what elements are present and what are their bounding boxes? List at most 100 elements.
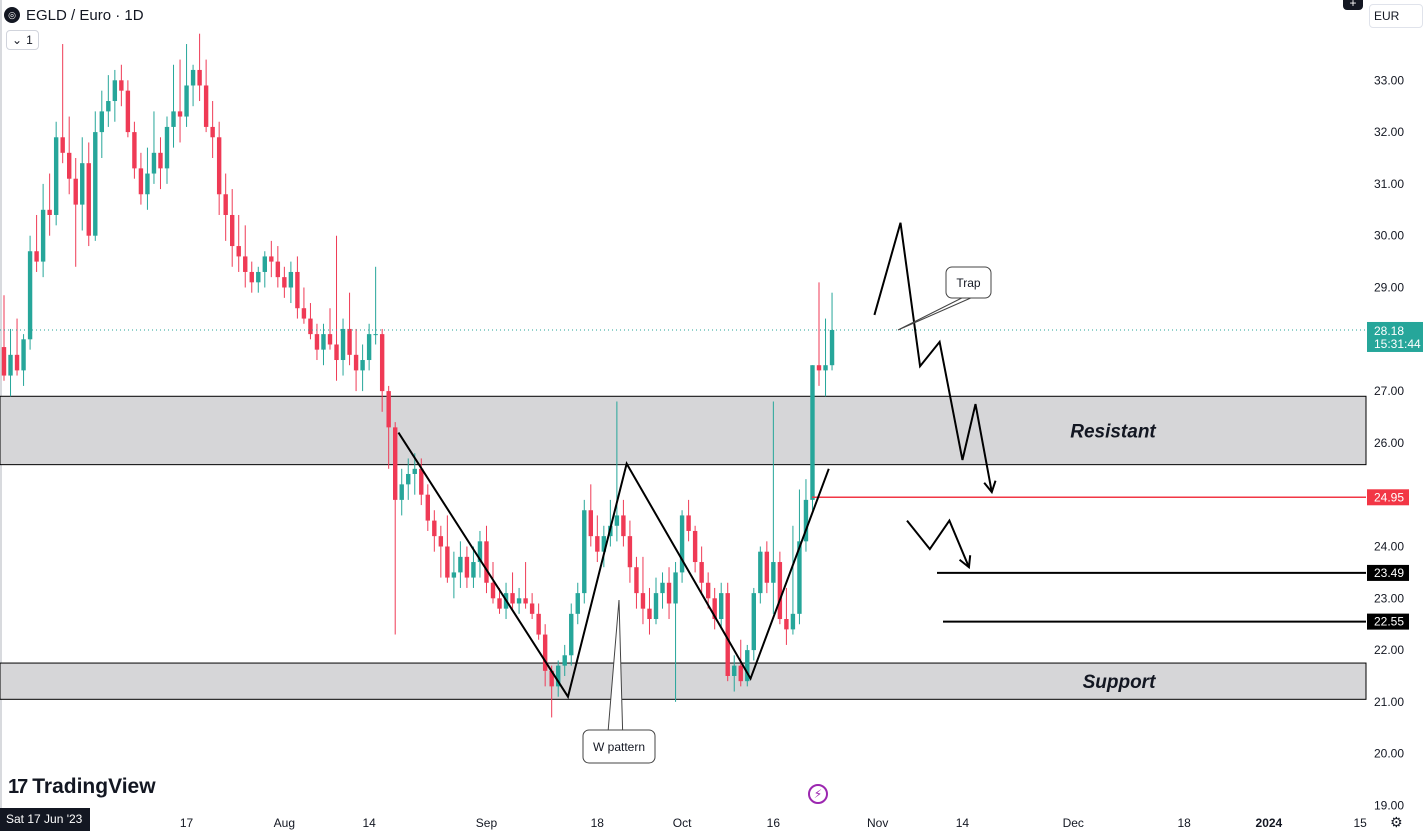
candle-body: [777, 562, 783, 620]
w-pattern-callout-box: [582, 729, 656, 764]
price-tick-label: 31.00: [1374, 177, 1404, 191]
candle-body: [425, 494, 430, 521]
candle-body: [471, 562, 476, 578]
candle-body: [803, 499, 809, 542]
candle-body: [393, 427, 398, 500]
candle-body: [797, 541, 802, 614]
candle-body: [40, 209, 46, 262]
candle-body: [99, 111, 104, 133]
w-pattern-callout-text: W pattern: [593, 740, 645, 754]
candle-body: [27, 251, 33, 340]
candle-body: [158, 152, 163, 169]
candle-body: [386, 391, 391, 428]
candle-body: [347, 328, 352, 355]
time-tick-label: 14: [362, 816, 376, 830]
chevron-down-icon: ⌄: [12, 33, 23, 47]
candle-body: [529, 603, 535, 614]
candle-body: [771, 562, 776, 583]
candle-body: [145, 173, 150, 195]
candle-body: [67, 152, 72, 179]
indicators-toggle[interactable]: ⌄ 1: [6, 30, 39, 50]
price-tick-label: 26.00: [1374, 436, 1404, 450]
candle-body: [627, 536, 633, 568]
candle-body: [673, 572, 678, 604]
candle-body: [197, 69, 202, 86]
candle-body: [816, 365, 822, 371]
candle-body: [419, 468, 424, 495]
candle-body: [705, 582, 711, 599]
current-price-badge: [1367, 321, 1423, 352]
w-pattern-line: [397, 431, 830, 700]
candle-body: [647, 608, 652, 620]
candle-body: [230, 214, 235, 247]
settings-gear-icon[interactable]: ⚙: [1390, 814, 1403, 830]
candle-body: [666, 582, 672, 604]
time-tick-label: 2024: [1256, 816, 1283, 830]
candle-body: [660, 582, 665, 594]
level-badge-24.95: [1367, 489, 1409, 506]
candle-body: [725, 593, 730, 676]
time-tick-label: 16: [767, 816, 781, 830]
time-tick-label: Dec: [1063, 816, 1084, 830]
candle-body: [60, 137, 65, 153]
candle-body: [732, 665, 737, 676]
time-tick-label: 18: [1177, 816, 1191, 830]
candle-body: [451, 572, 457, 578]
candle-body: [275, 261, 281, 278]
level-label-23.49: 23.49: [1374, 566, 1404, 580]
candle-body: [21, 339, 26, 371]
add-icon[interactable]: +: [1343, 0, 1363, 10]
candle-body: [308, 318, 313, 335]
current-price-label: 28.18: [1374, 324, 1404, 338]
candle-body: [438, 536, 444, 547]
price-tick-label: 33.00: [1374, 73, 1404, 87]
lightning-icon[interactable]: ⚡: [808, 784, 828, 804]
candle-body: [719, 593, 724, 620]
candle-body: [190, 69, 196, 86]
symbol-header[interactable]: ◎ EGLD / Euro · 1D: [4, 5, 144, 25]
candle-body: [73, 178, 78, 205]
tradingview-logo[interactable]: 17 TradingView: [8, 775, 156, 799]
candle-body: [379, 334, 385, 392]
trap-callout-text: Trap: [956, 276, 981, 290]
projection-path-1-arrowhead: [983, 480, 997, 495]
candle-body: [575, 593, 580, 614]
level-label-22.55: 22.55: [1374, 615, 1404, 629]
candle-body: [366, 334, 372, 361]
candle-body: [112, 80, 118, 102]
candle-body: [484, 541, 489, 583]
candle-body: [210, 126, 215, 138]
candle-body: [151, 152, 157, 174]
trap-callout-pointer: [897, 297, 971, 331]
candle-body: [790, 613, 796, 630]
candle-body: [295, 271, 300, 309]
candle-body: [510, 593, 515, 604]
candle-body: [829, 329, 835, 366]
candle-body: [340, 328, 346, 361]
price-tick-label: 23.00: [1374, 591, 1404, 605]
candle-body: [47, 209, 52, 215]
candle-body: [216, 137, 222, 195]
indicators-count: 1: [26, 33, 33, 47]
candle-body: [53, 137, 59, 215]
candle-body: [249, 271, 254, 283]
candle-body: [301, 308, 307, 319]
candle-body: [262, 256, 267, 272]
candle-body: [432, 520, 437, 537]
candle-body: [334, 344, 339, 361]
candle-body: [445, 546, 450, 578]
time-tick-label: Oct: [673, 816, 692, 830]
candle-body: [582, 510, 587, 594]
currency-button[interactable]: EUR: [1369, 4, 1423, 28]
candle-body: [243, 256, 248, 272]
time-tick-label: 15: [1353, 816, 1367, 830]
candle-body: [556, 665, 561, 687]
w-pattern-callout-pointer: [607, 599, 624, 731]
candle-body: [93, 132, 98, 236]
candle-body: [125, 90, 131, 133]
candle-body: [282, 277, 287, 288]
candle-body: [490, 582, 496, 599]
candle-body: [764, 551, 770, 583]
